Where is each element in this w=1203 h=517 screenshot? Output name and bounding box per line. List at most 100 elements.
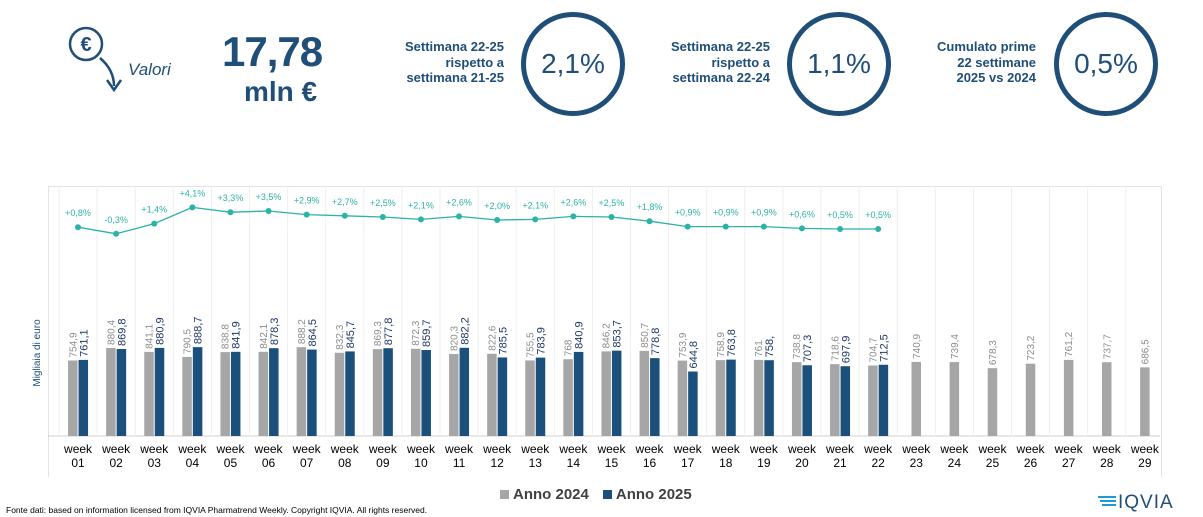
- data-label-2024: 723,2: [1026, 335, 1037, 360]
- x-tick-label: week: [977, 442, 1007, 456]
- x-tick-label: week: [711, 442, 741, 456]
- growth-point: [227, 209, 234, 216]
- growth-label: +4,1%: [179, 188, 205, 198]
- bar-2024-week-10: [410, 348, 421, 436]
- data-label-2024: 822,6: [487, 325, 498, 350]
- x-tick-label: week: [749, 442, 779, 456]
- x-tick-label: 28: [1100, 456, 1114, 470]
- chart-frame: [48, 186, 1162, 477]
- chart-legend: Anno 2024 Anno 2025: [500, 486, 692, 503]
- x-tick-label: 23: [910, 456, 924, 470]
- x-tick-label: 08: [338, 456, 352, 470]
- x-tick-label: week: [635, 442, 665, 456]
- bar-2025-week-21: [840, 366, 851, 436]
- x-tick-label: week: [406, 442, 436, 456]
- x-tick-label: 05: [224, 456, 238, 470]
- x-tick-label: week: [1130, 442, 1160, 456]
- bar-2024-week-23: [911, 361, 921, 436]
- data-label-2024: 738,8: [792, 334, 803, 359]
- growth-point: [837, 226, 844, 232]
- x-tick-label: 03: [148, 456, 162, 470]
- x-tick-label: week: [1016, 442, 1046, 456]
- data-label-2025: 763,8: [726, 329, 738, 357]
- growth-label: +1,8%: [637, 202, 663, 212]
- growth-label: +2,6%: [446, 197, 472, 207]
- x-tick-label: week: [139, 442, 169, 456]
- x-tick-label: week: [558, 442, 588, 456]
- x-tick-label: week: [215, 442, 245, 456]
- growth-label: +2,1%: [408, 200, 434, 210]
- x-tick-label: 19: [757, 456, 771, 470]
- x-tick-label: week: [825, 442, 855, 456]
- growth-point: [379, 214, 386, 220]
- bar-2025-week-14: [573, 351, 584, 436]
- data-label-2024: 888,2: [297, 319, 308, 344]
- x-tick-label: week: [101, 442, 131, 456]
- bar-2025-week-06: [269, 348, 279, 436]
- svg-text:IQVIA: IQVIA: [1118, 492, 1174, 513]
- svg-text:€: €: [80, 34, 91, 56]
- bar-2025-week-04: [192, 347, 203, 436]
- bar-2025-week-13: [535, 357, 546, 436]
- growth-label: +0,8%: [65, 208, 91, 218]
- growth-label: +2,7%: [332, 197, 358, 207]
- bar-2024-week-02: [106, 347, 116, 436]
- data-label-2025: 845,7: [345, 321, 357, 349]
- x-tick-label: 25: [986, 456, 1000, 470]
- data-label-2025: 785,5: [497, 327, 509, 355]
- bar-2024-week-05: [220, 352, 230, 436]
- growth-point: [113, 230, 120, 237]
- x-tick-label: 04: [186, 456, 200, 470]
- kpi-2-text: Settimana 22-25 rispetto a settimana 22-24: [671, 39, 770, 85]
- x-tick-label: 11: [453, 456, 466, 470]
- x-tick-label: 12: [490, 456, 504, 470]
- data-label-2025: 697,9: [840, 336, 852, 364]
- data-label-2025: 869,8: [116, 318, 128, 346]
- bar-2024-week-13: [525, 360, 535, 436]
- x-tick-label: 26: [1024, 456, 1038, 470]
- growth-label: +3,5%: [256, 192, 282, 202]
- x-tick-label: week: [444, 442, 474, 456]
- growth-point: [722, 223, 729, 230]
- bar-2024-week-04: [182, 356, 192, 436]
- x-tick-label: week: [787, 442, 817, 456]
- x-tick-label: week: [1092, 442, 1122, 456]
- bar-2024-week-09: [372, 349, 383, 436]
- x-tick-label: week: [596, 442, 626, 456]
- data-label-2025: 853,7: [612, 320, 624, 348]
- data-label-2024: 758,9: [716, 332, 727, 357]
- x-tick-label: week: [63, 442, 93, 456]
- bar-2024-week-18: [715, 360, 726, 436]
- data-label-2024: 737,7: [1102, 334, 1113, 359]
- x-tick-label: week: [330, 442, 360, 456]
- data-label-2025: 882,2: [459, 317, 471, 345]
- data-label-2024: 790,5: [183, 328, 194, 353]
- bar-2024-week-29: [1140, 367, 1150, 436]
- kpi-2-circle: 1,1%: [787, 12, 891, 116]
- bar-2025-week-16: [650, 358, 660, 436]
- bar-2025-week-05: [230, 351, 241, 436]
- bar-2024-week-11: [449, 353, 459, 436]
- data-label-2024: 832,3: [335, 324, 346, 349]
- x-tick-label: week: [254, 442, 284, 456]
- data-label-2024: 850,7: [640, 322, 651, 347]
- x-tick-label: week: [520, 442, 550, 456]
- data-label-2025: 761,1: [78, 329, 90, 357]
- growth-point: [608, 214, 615, 220]
- x-tick-label: 02: [109, 456, 123, 470]
- growth-point: [151, 220, 158, 227]
- data-label-2025: 644,8: [688, 341, 700, 369]
- data-label-2024: 678,3: [988, 340, 999, 365]
- growth-point: [646, 218, 653, 225]
- growth-label: +3,3%: [218, 193, 244, 203]
- data-label-2025: 880,9: [155, 317, 167, 345]
- bar-2024-week-26: [1025, 363, 1036, 436]
- bar-2024-week-01: [68, 360, 78, 436]
- x-tick-label: 20: [795, 456, 809, 470]
- growth-point: [341, 212, 348, 219]
- bar-2024-week-08: [334, 352, 345, 436]
- growth-point: [570, 213, 577, 220]
- source-footnote: Fonte dati: based on information license…: [6, 505, 428, 515]
- bar-2024-week-03: [144, 351, 154, 436]
